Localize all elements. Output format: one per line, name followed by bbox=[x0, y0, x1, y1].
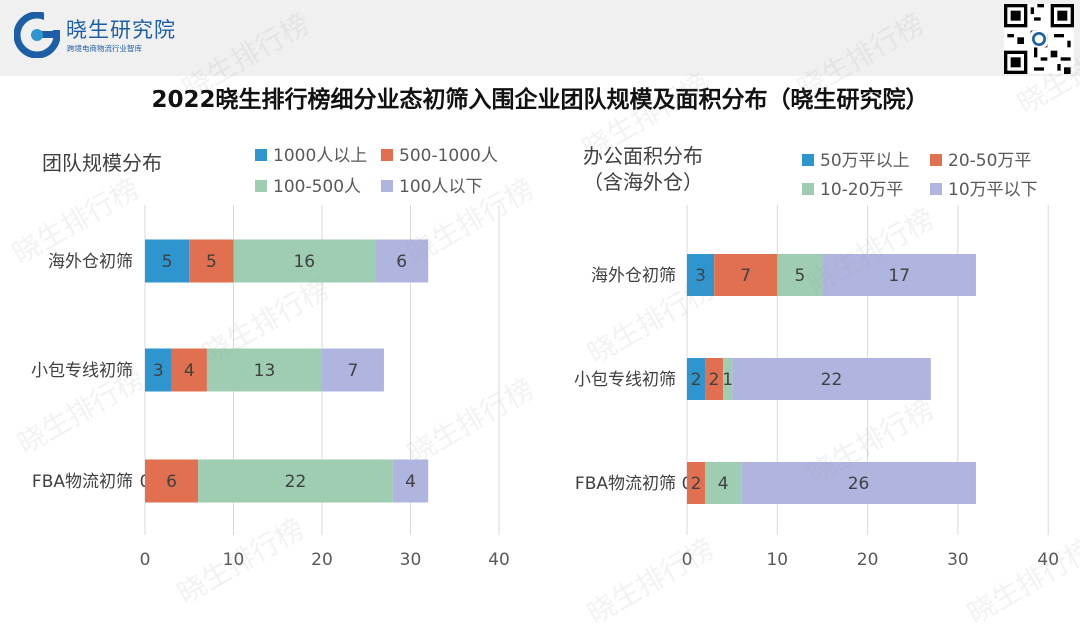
team-bar-segment bbox=[392, 459, 429, 503]
area-data-label: 3 bbox=[695, 266, 706, 286]
area-chart-subtitle: （含海外仓） bbox=[583, 170, 703, 194]
area-category-label: 海外仓初筛 bbox=[591, 266, 676, 286]
team-data-label: 4 bbox=[184, 361, 195, 381]
team-data-label: 6 bbox=[396, 252, 407, 272]
area-legend-swatch bbox=[802, 154, 814, 166]
area-bar-segment bbox=[705, 462, 742, 504]
xiaosheng-g-logo-icon bbox=[14, 12, 60, 58]
team-bar-segment bbox=[189, 239, 234, 283]
team-x-tick-label: 20 bbox=[311, 550, 333, 570]
area-legend-swatch bbox=[930, 154, 942, 166]
area-bar-segment bbox=[741, 462, 976, 504]
area-bar-segment bbox=[822, 254, 976, 296]
area-bar-segment bbox=[777, 254, 823, 296]
team-bar-segment bbox=[375, 239, 429, 283]
team-bar-segment bbox=[198, 459, 393, 503]
area-x-tick-label: 20 bbox=[857, 550, 879, 570]
team-legend-swatch bbox=[255, 180, 267, 192]
team-data-label: 16 bbox=[293, 252, 315, 272]
team-legend-label: 1000人以上 bbox=[273, 146, 367, 166]
area-bar-segment bbox=[723, 358, 733, 400]
team-legend-swatch bbox=[381, 149, 393, 161]
team-category-label: FBA物流初筛 bbox=[32, 472, 133, 492]
area-legend-label: 20-50万平 bbox=[948, 151, 1031, 171]
area-legend-label: 10万平以下 bbox=[948, 180, 1038, 200]
area-x-tick-label: 10 bbox=[766, 550, 788, 570]
team-bar-segment bbox=[233, 239, 376, 283]
team-data-label: 13 bbox=[254, 361, 276, 381]
area-bar-segment bbox=[705, 358, 724, 400]
team-bar-segment bbox=[145, 459, 199, 503]
area-legend-swatch bbox=[802, 183, 814, 195]
area-bar-segment bbox=[687, 254, 715, 296]
team-legend-label: 100-500人 bbox=[273, 177, 361, 197]
team-chart-title: 团队规模分布 bbox=[42, 151, 162, 175]
team-category-label: 海外仓初筛 bbox=[48, 252, 133, 272]
team-bar-segment bbox=[206, 348, 322, 392]
area-data-label: 2 bbox=[691, 474, 702, 494]
area-legend-label: 10-20万平 bbox=[820, 180, 903, 200]
team-data-label: 5 bbox=[206, 252, 217, 272]
team-legend-swatch bbox=[381, 180, 393, 192]
team-bar-segment bbox=[145, 239, 190, 283]
area-data-label: 2 bbox=[709, 370, 720, 390]
area-x-tick-label: 30 bbox=[947, 550, 969, 570]
area-data-label: 4 bbox=[718, 474, 729, 494]
area-bar-segment bbox=[714, 254, 778, 296]
area-chart-title: 办公面积分布 bbox=[583, 144, 703, 168]
page-title: 2022晓生排行榜细分业态初筛入围企业团队规模及面积分布（晓生研究院） bbox=[151, 87, 929, 113]
area-data-label: 22 bbox=[821, 370, 843, 390]
brand-name: 晓生研究院 bbox=[66, 18, 176, 42]
area-data-label: 7 bbox=[740, 266, 751, 286]
team-data-label: 6 bbox=[166, 472, 177, 492]
area-x-tick-label: 40 bbox=[1037, 550, 1059, 570]
area-category-label: FBA物流初筛 bbox=[575, 474, 676, 494]
team-data-label: 7 bbox=[348, 361, 359, 381]
team-legend-swatch bbox=[255, 149, 267, 161]
area-data-label: 2 bbox=[691, 370, 702, 390]
team-legend-label: 500-1000人 bbox=[399, 146, 498, 166]
area-bar-segment bbox=[687, 358, 706, 400]
team-data-label: 5 bbox=[162, 252, 173, 272]
team-data-label: 22 bbox=[285, 472, 307, 492]
team-bar-segment bbox=[145, 348, 172, 392]
team-data-label: 4 bbox=[405, 472, 416, 492]
qr-code-icon bbox=[1004, 4, 1074, 74]
area-x-tick-label: 0 bbox=[682, 550, 693, 570]
team-bar-segment bbox=[322, 348, 384, 392]
area-data-label: 26 bbox=[848, 474, 870, 494]
team-legend-label: 100人以下 bbox=[399, 177, 482, 197]
team-x-tick-label: 30 bbox=[400, 550, 422, 570]
area-data-label: 17 bbox=[888, 266, 910, 286]
area-bar-segment bbox=[687, 462, 706, 504]
team-x-tick-label: 10 bbox=[223, 550, 245, 570]
team-category-label: 小包专线初筛 bbox=[31, 361, 133, 381]
team-data-label: 3 bbox=[153, 361, 164, 381]
team-x-tick-label: 0 bbox=[140, 550, 151, 570]
brand-tagline: 跨境电商物流行业智库 bbox=[67, 44, 142, 53]
area-bar-segment bbox=[732, 358, 931, 400]
header-bar: 晓生研究院 跨境电商物流行业智库 bbox=[0, 0, 1080, 76]
area-data-label: 1 bbox=[722, 370, 733, 390]
team-bar-segment bbox=[171, 348, 207, 392]
area-data-label: 5 bbox=[794, 266, 805, 286]
area-legend-label: 50万平以上 bbox=[820, 151, 910, 171]
area-category-label: 小包专线初筛 bbox=[574, 370, 676, 390]
area-legend-swatch bbox=[930, 183, 942, 195]
team-x-tick-label: 40 bbox=[488, 550, 510, 570]
